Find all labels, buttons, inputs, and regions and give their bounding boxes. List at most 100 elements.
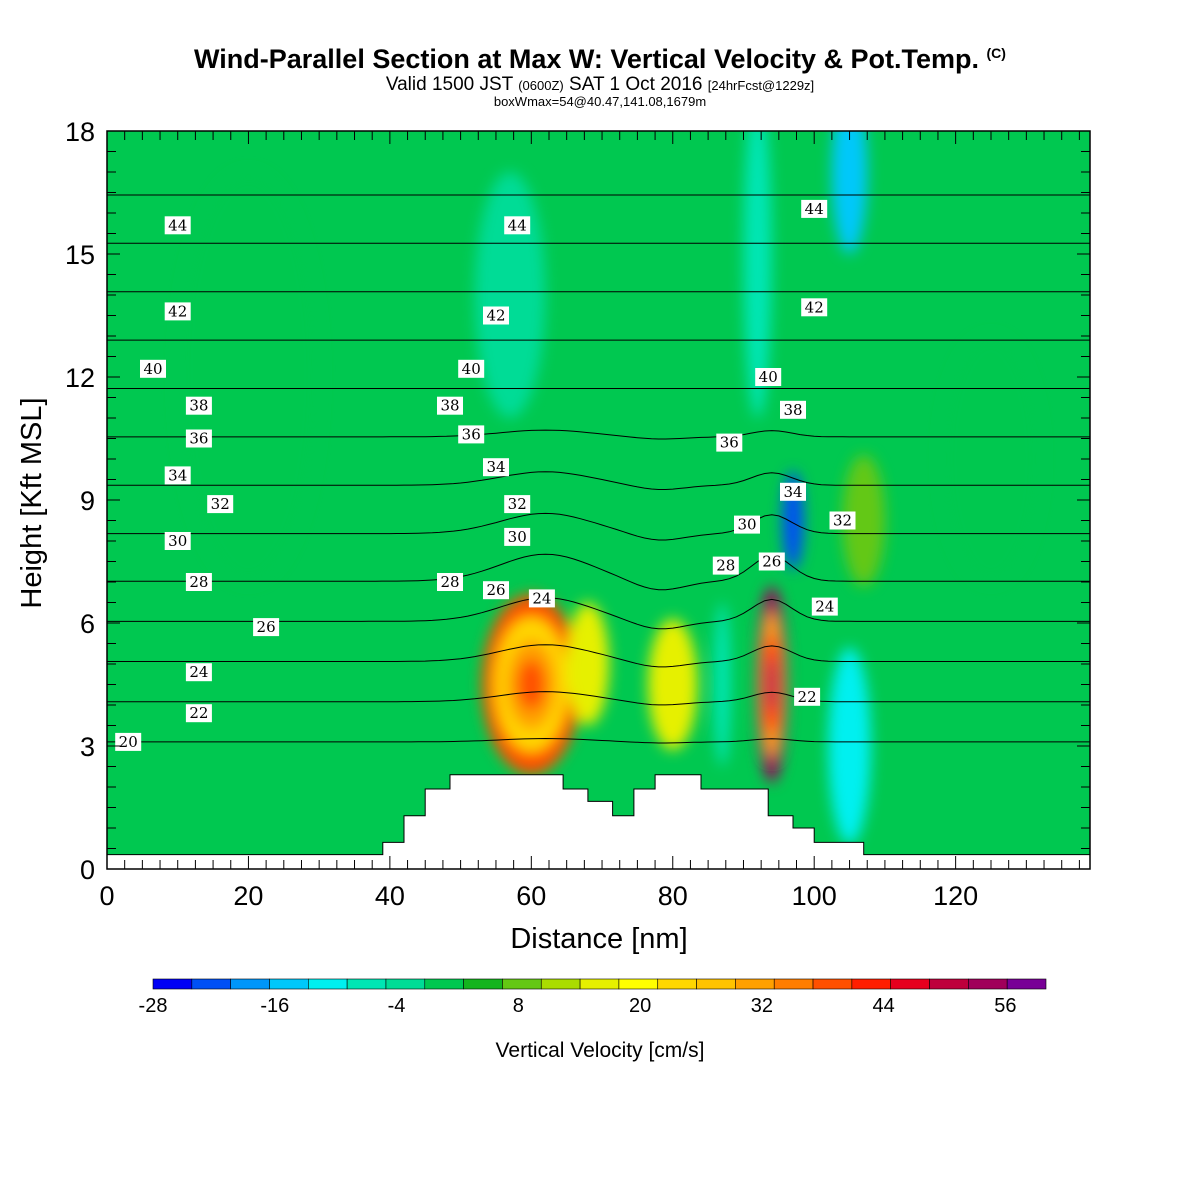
contour-label: 26	[253, 618, 280, 637]
x-axis-title: Distance [nm]	[510, 923, 687, 955]
colorbar-swatch	[152, 978, 193, 990]
colorbar-swatch	[502, 978, 542, 990]
velocity-feature	[941, 336, 1041, 582]
y-tick-label: 18	[65, 117, 95, 147]
contour-label: 40	[458, 359, 485, 378]
colorbar-swatch	[269, 978, 309, 990]
contour-label-box	[801, 298, 828, 317]
colorbar-swatch	[696, 978, 736, 990]
velocity-feature	[648, 618, 698, 751]
colorbar-swatch	[579, 978, 620, 990]
contour-label: 44	[164, 216, 191, 235]
contour-label: 24	[185, 663, 212, 682]
contour-label-box	[185, 396, 212, 415]
contour-label: 28	[185, 573, 212, 591]
x-tick-label: 120	[933, 881, 978, 911]
contour-label-box	[140, 359, 166, 378]
contour-label-box	[528, 589, 555, 608]
colorbar-label: -28	[139, 995, 168, 1017]
contour-label-box	[437, 396, 463, 415]
contour-label-text: 26	[257, 618, 276, 636]
contour-label-box	[734, 515, 760, 534]
colorbar-tick-labels: -28 -16 -4 8 20 32 44 56	[139, 995, 1017, 1017]
contour-label-text: 30	[508, 528, 527, 546]
colorbar-swatch	[385, 978, 426, 990]
contour-label: 32	[207, 495, 234, 514]
contour-label-text: 34	[168, 466, 187, 484]
contour-label-box	[164, 302, 191, 321]
contour-label-box	[458, 425, 485, 444]
theta-contour	[107, 737, 1090, 744]
contour-label: 28	[712, 556, 739, 575]
colorbar-title: Vertical Velocity [cm/s]	[496, 1039, 705, 1062]
contour-label-text: 44	[805, 200, 824, 218]
contour-label: 30	[164, 532, 191, 550]
contour-label: 38	[185, 396, 212, 415]
contour-label-box	[829, 511, 856, 530]
contour-label-text: 22	[798, 688, 817, 706]
contour-label-text: 42	[168, 302, 187, 320]
colorbar-swatch	[851, 978, 891, 990]
y-tick-label: 6	[80, 609, 95, 639]
contour-label-box	[458, 359, 485, 378]
contour-label-box	[755, 368, 782, 386]
colorbar-swatch	[968, 978, 1008, 990]
contour-label: 24	[528, 589, 555, 608]
valid-date: SAT 1 Oct 2016	[569, 74, 703, 95]
contour-label: 36	[716, 433, 743, 452]
contour-label-box	[780, 400, 806, 419]
x-tick-label: 100	[792, 881, 837, 911]
chart-title-text: Wind-Parallel Section at Max W: Vertical…	[194, 44, 979, 74]
contour-label-box	[780, 482, 806, 501]
contour-label: 26	[758, 552, 785, 571]
colorbar-label: 32	[751, 995, 773, 1017]
colorbar-swatch	[307, 978, 348, 990]
contour-label-text: 36	[189, 430, 208, 448]
contour-label-box	[483, 581, 509, 600]
contour-label-text: 44	[168, 216, 187, 234]
contour-label-box	[437, 573, 463, 591]
colorbar-swatch	[812, 978, 853, 990]
axis-ticks	[106, 130, 1090, 870]
terrain	[107, 774, 1090, 869]
contour-label: 32	[829, 511, 856, 530]
colorbar	[152, 978, 1047, 990]
contour-label-text: 38	[189, 397, 208, 415]
contour-label-text: 34	[783, 483, 802, 501]
contour-label-box	[164, 216, 191, 235]
contour-label-box	[164, 532, 191, 550]
contour-label-box	[185, 663, 212, 682]
x-tick-label: 60	[516, 881, 546, 911]
contour-label: 28	[437, 573, 463, 591]
colorbar-swatch	[424, 978, 464, 990]
contour-label: 38	[780, 400, 806, 419]
theta-contour	[107, 471, 1090, 490]
vertical-velocity-field	[177, 131, 1041, 845]
contour-label-box	[115, 732, 142, 751]
contour-label-text: 34	[486, 458, 505, 476]
contour-label-text: 24	[815, 598, 834, 616]
contour-label-box	[185, 429, 212, 448]
contour-label-text: 36	[462, 425, 481, 443]
x-tick-label: 20	[233, 881, 263, 911]
box-info: boxWmax=54@40.47,141.08,1679m	[493, 94, 707, 109]
colorbar-swatch	[230, 978, 270, 990]
colorbar-label: 44	[872, 995, 894, 1017]
colorbar-label: -4	[388, 995, 406, 1017]
contour-label-text: 32	[508, 495, 527, 513]
chart-title: Wind-Parallel Section at Max W: Vertical…	[0, 44, 1200, 75]
velocity-core	[517, 659, 546, 710]
y-tick-label: 15	[65, 240, 95, 270]
contour-label-text: 28	[440, 573, 459, 591]
contour-label-box	[712, 556, 739, 575]
y-tick-label: 9	[80, 486, 95, 516]
theta-contour	[107, 644, 1090, 668]
contour-label-text: 26	[486, 581, 505, 599]
contour-label-text: 28	[716, 557, 735, 575]
contour-label-text: 40	[759, 368, 778, 386]
contour-label: 26	[483, 581, 509, 600]
velocity-feature	[474, 172, 546, 418]
